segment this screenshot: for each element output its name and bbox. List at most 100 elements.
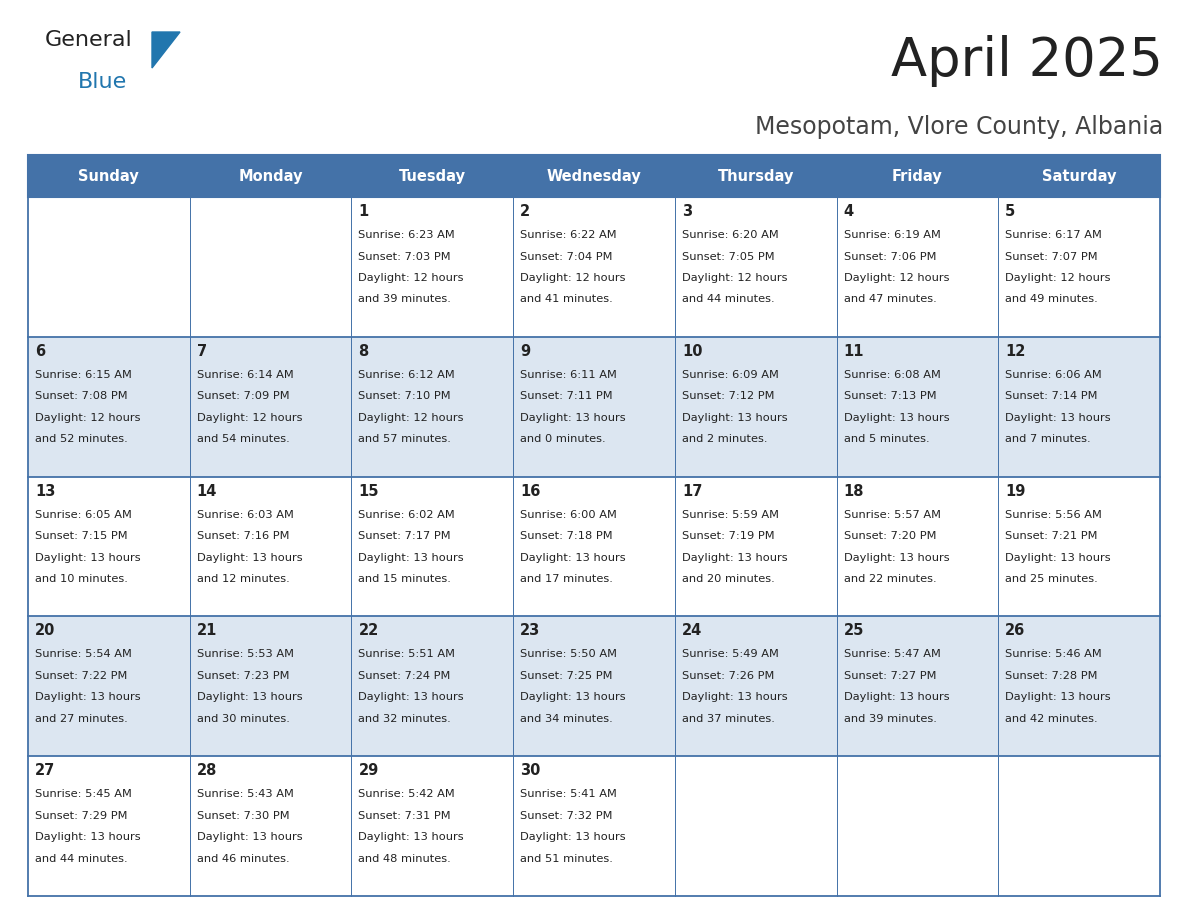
Text: and 5 minutes.: and 5 minutes.: [843, 434, 929, 444]
Text: Sunset: 7:20 PM: Sunset: 7:20 PM: [843, 532, 936, 541]
Text: Daylight: 13 hours: Daylight: 13 hours: [34, 833, 140, 842]
Text: Sunset: 7:09 PM: Sunset: 7:09 PM: [197, 391, 290, 401]
Bar: [675, 155, 836, 197]
Text: 6: 6: [34, 344, 45, 359]
Polygon shape: [152, 32, 181, 68]
Text: and 2 minutes.: and 2 minutes.: [682, 434, 767, 444]
Text: and 44 minutes.: and 44 minutes.: [682, 295, 775, 305]
Text: and 25 minutes.: and 25 minutes.: [1005, 574, 1098, 584]
Text: 12: 12: [1005, 344, 1025, 359]
Text: Sunrise: 6:12 AM: Sunrise: 6:12 AM: [359, 370, 455, 380]
Text: 19: 19: [1005, 484, 1025, 498]
Text: Sunrise: 6:09 AM: Sunrise: 6:09 AM: [682, 370, 778, 380]
Text: Sunrise: 6:08 AM: Sunrise: 6:08 AM: [843, 370, 941, 380]
Text: and 32 minutes.: and 32 minutes.: [359, 714, 451, 724]
Text: 26: 26: [1005, 623, 1025, 638]
Text: 23: 23: [520, 623, 541, 638]
Text: Monday: Monday: [239, 169, 303, 184]
Text: Sunrise: 5:53 AM: Sunrise: 5:53 AM: [197, 649, 293, 659]
Text: and 12 minutes.: and 12 minutes.: [197, 574, 290, 584]
Text: Sunset: 7:03 PM: Sunset: 7:03 PM: [359, 252, 451, 262]
Text: Daylight: 13 hours: Daylight: 13 hours: [34, 692, 140, 702]
Text: Sunset: 7:15 PM: Sunset: 7:15 PM: [34, 532, 127, 541]
Text: Sunrise: 6:19 AM: Sunrise: 6:19 AM: [843, 230, 941, 240]
Text: and 51 minutes.: and 51 minutes.: [520, 854, 613, 864]
Text: Sunrise: 5:42 AM: Sunrise: 5:42 AM: [359, 789, 455, 800]
Text: Daylight: 13 hours: Daylight: 13 hours: [520, 553, 626, 563]
Text: Daylight: 12 hours: Daylight: 12 hours: [359, 273, 465, 283]
Text: 20: 20: [34, 623, 56, 638]
Text: Sunrise: 6:22 AM: Sunrise: 6:22 AM: [520, 230, 617, 240]
Text: 11: 11: [843, 344, 864, 359]
Text: Daylight: 13 hours: Daylight: 13 hours: [682, 413, 788, 423]
Text: Sunset: 7:21 PM: Sunset: 7:21 PM: [1005, 532, 1098, 541]
Text: Sunset: 7:28 PM: Sunset: 7:28 PM: [1005, 671, 1098, 681]
Text: Mesopotam, Vlore County, Albania: Mesopotam, Vlore County, Albania: [754, 115, 1163, 139]
Text: Sunrise: 6:03 AM: Sunrise: 6:03 AM: [197, 509, 293, 520]
Text: and 0 minutes.: and 0 minutes.: [520, 434, 606, 444]
Text: General: General: [45, 30, 133, 50]
Bar: [29, 197, 1159, 337]
Text: Daylight: 13 hours: Daylight: 13 hours: [520, 833, 626, 842]
Text: and 47 minutes.: and 47 minutes.: [843, 295, 936, 305]
Text: 27: 27: [34, 763, 56, 778]
Text: 30: 30: [520, 763, 541, 778]
Text: Sunset: 7:07 PM: Sunset: 7:07 PM: [1005, 252, 1098, 262]
Text: Blue: Blue: [78, 72, 127, 92]
Text: Daylight: 12 hours: Daylight: 12 hours: [34, 413, 140, 423]
Text: Sunrise: 5:49 AM: Sunrise: 5:49 AM: [682, 649, 778, 659]
Text: Thursday: Thursday: [718, 169, 794, 184]
Text: Sunset: 7:29 PM: Sunset: 7:29 PM: [34, 811, 127, 821]
Text: Sunrise: 6:06 AM: Sunrise: 6:06 AM: [1005, 370, 1102, 380]
Text: and 17 minutes.: and 17 minutes.: [520, 574, 613, 584]
Text: Sunset: 7:32 PM: Sunset: 7:32 PM: [520, 811, 613, 821]
Bar: [29, 337, 1159, 476]
Text: Sunrise: 5:54 AM: Sunrise: 5:54 AM: [34, 649, 132, 659]
Text: Daylight: 13 hours: Daylight: 13 hours: [682, 553, 788, 563]
Text: and 10 minutes.: and 10 minutes.: [34, 574, 128, 584]
Text: 22: 22: [359, 623, 379, 638]
Text: Sunrise: 6:15 AM: Sunrise: 6:15 AM: [34, 370, 132, 380]
Text: and 41 minutes.: and 41 minutes.: [520, 295, 613, 305]
Text: Sunset: 7:17 PM: Sunset: 7:17 PM: [359, 532, 451, 541]
Text: and 34 minutes.: and 34 minutes.: [520, 714, 613, 724]
Text: Saturday: Saturday: [1042, 169, 1117, 184]
Text: Sunrise: 6:11 AM: Sunrise: 6:11 AM: [520, 370, 617, 380]
Text: and 57 minutes.: and 57 minutes.: [359, 434, 451, 444]
Text: 5: 5: [1005, 204, 1016, 219]
Text: Sunset: 7:19 PM: Sunset: 7:19 PM: [682, 532, 775, 541]
Text: Daylight: 12 hours: Daylight: 12 hours: [359, 413, 465, 423]
Text: and 49 minutes.: and 49 minutes.: [1005, 295, 1098, 305]
Text: Sunrise: 6:05 AM: Sunrise: 6:05 AM: [34, 509, 132, 520]
Text: Sunrise: 5:57 AM: Sunrise: 5:57 AM: [843, 509, 941, 520]
Text: Sunset: 7:05 PM: Sunset: 7:05 PM: [682, 252, 775, 262]
Text: Sunrise: 5:50 AM: Sunrise: 5:50 AM: [520, 649, 617, 659]
Bar: [29, 155, 1159, 197]
Text: Sunset: 7:30 PM: Sunset: 7:30 PM: [197, 811, 290, 821]
Text: Daylight: 13 hours: Daylight: 13 hours: [843, 692, 949, 702]
Text: Sunset: 7:22 PM: Sunset: 7:22 PM: [34, 671, 127, 681]
Text: Daylight: 12 hours: Daylight: 12 hours: [197, 413, 302, 423]
Bar: [836, 155, 998, 197]
Text: Daylight: 13 hours: Daylight: 13 hours: [197, 553, 302, 563]
Text: Sunrise: 6:20 AM: Sunrise: 6:20 AM: [682, 230, 778, 240]
Text: Daylight: 12 hours: Daylight: 12 hours: [682, 273, 788, 283]
Text: Sunset: 7:27 PM: Sunset: 7:27 PM: [843, 671, 936, 681]
Text: and 22 minutes.: and 22 minutes.: [843, 574, 936, 584]
Text: and 37 minutes.: and 37 minutes.: [682, 714, 775, 724]
Text: and 46 minutes.: and 46 minutes.: [197, 854, 290, 864]
Text: and 52 minutes.: and 52 minutes.: [34, 434, 128, 444]
Text: 25: 25: [843, 623, 864, 638]
Text: Daylight: 13 hours: Daylight: 13 hours: [197, 833, 302, 842]
Bar: [29, 756, 1159, 896]
Text: 28: 28: [197, 763, 217, 778]
Text: Sunset: 7:18 PM: Sunset: 7:18 PM: [520, 532, 613, 541]
Text: Sunday: Sunday: [78, 169, 139, 184]
Text: Sunset: 7:04 PM: Sunset: 7:04 PM: [520, 252, 613, 262]
Text: Daylight: 13 hours: Daylight: 13 hours: [1005, 692, 1111, 702]
Text: Sunrise: 5:59 AM: Sunrise: 5:59 AM: [682, 509, 779, 520]
Text: and 30 minutes.: and 30 minutes.: [197, 714, 290, 724]
Text: and 27 minutes.: and 27 minutes.: [34, 714, 128, 724]
Text: Sunrise: 5:56 AM: Sunrise: 5:56 AM: [1005, 509, 1102, 520]
Text: Daylight: 12 hours: Daylight: 12 hours: [520, 273, 626, 283]
